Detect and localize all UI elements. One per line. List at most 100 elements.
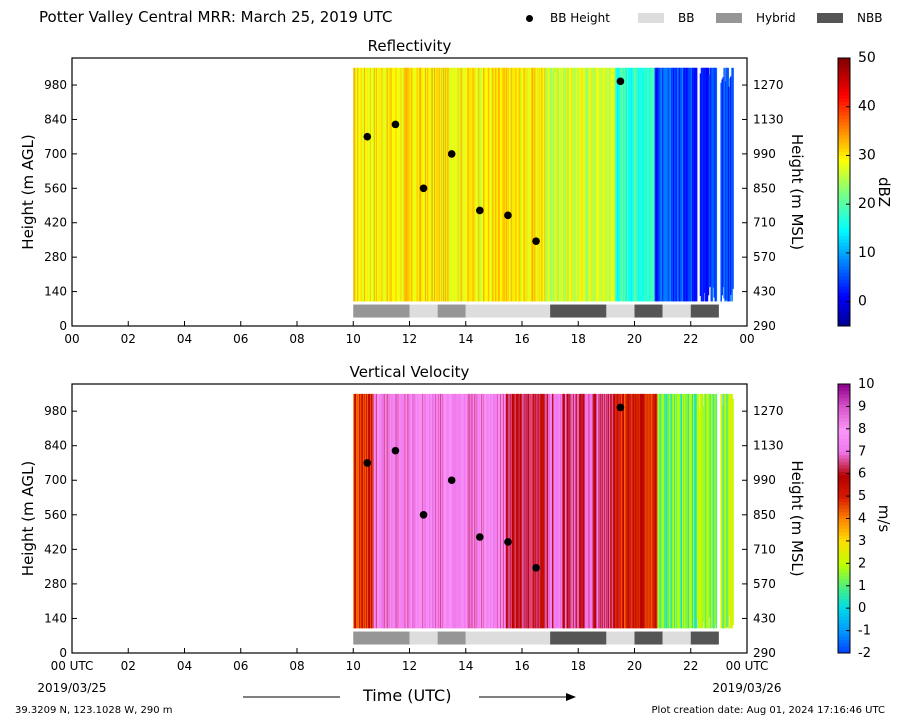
colorbar-segment bbox=[838, 602, 850, 607]
heatmap-strip bbox=[649, 393, 652, 629]
heatmap-strip bbox=[550, 393, 552, 629]
heatmap-strip bbox=[614, 393, 616, 629]
heatmap-strip bbox=[450, 67, 453, 302]
colorbar-segment bbox=[838, 171, 850, 176]
heatmap-strip bbox=[405, 393, 407, 629]
colorbar-tick-label: 50 bbox=[858, 50, 876, 66]
heatmap-strip bbox=[374, 67, 377, 302]
y-tick-label-right: 1270 bbox=[753, 404, 784, 418]
colorbar-segment bbox=[838, 616, 850, 620]
heatmap-strip bbox=[404, 67, 407, 302]
heatmap-strip bbox=[426, 393, 428, 629]
heatmap-strip bbox=[593, 393, 596, 629]
colorbar-segment bbox=[838, 84, 850, 89]
heatmap-strip bbox=[575, 393, 578, 629]
heatmap-strip bbox=[726, 393, 728, 627]
heatmap-strip bbox=[433, 393, 436, 629]
heatmap-strip bbox=[501, 67, 504, 302]
heatmap-strip bbox=[611, 67, 613, 302]
heatmap-strip bbox=[408, 393, 410, 629]
colorbar-segment bbox=[838, 128, 850, 133]
heatmap-strip bbox=[442, 393, 445, 629]
colorbar-segment bbox=[838, 292, 850, 297]
heatmap-strip bbox=[497, 67, 500, 302]
heatmap-strip bbox=[364, 67, 366, 302]
heatmap-strip bbox=[585, 67, 588, 302]
x-tick-label: 10 bbox=[346, 659, 361, 673]
colorbar-segment bbox=[838, 195, 850, 200]
colorbar-segment bbox=[838, 141, 850, 146]
heatmap-strip bbox=[367, 393, 369, 629]
panel-vertical-velocity: Vertical Velocity01402804205607008409802… bbox=[19, 363, 893, 695]
colorbar-segment bbox=[838, 498, 850, 503]
heatmap-strip bbox=[402, 67, 405, 302]
y-tick-label-right: 430 bbox=[753, 611, 776, 625]
heatmap-strip bbox=[685, 67, 688, 302]
heatmap-strip bbox=[588, 393, 591, 629]
heatmap-strip bbox=[469, 67, 471, 302]
heatmap-strip bbox=[553, 67, 555, 302]
heatmap-strip bbox=[572, 393, 575, 629]
heatmap-strip bbox=[516, 67, 519, 302]
heatmap-strip bbox=[608, 393, 610, 629]
heatmap-strip bbox=[355, 393, 357, 629]
heatmap-strip bbox=[368, 67, 370, 302]
colorbar-segment bbox=[838, 626, 850, 630]
x-tick-label: 04 bbox=[177, 659, 192, 673]
heatmap-strip bbox=[479, 67, 481, 302]
heatmap-strip bbox=[687, 393, 690, 629]
heatmap-strip bbox=[472, 67, 474, 302]
heatmap-strip bbox=[482, 393, 484, 629]
colorbar-frame bbox=[837, 57, 851, 327]
heatmap-strip bbox=[638, 67, 641, 302]
colorbar-segment bbox=[838, 165, 850, 170]
heatmap-strip bbox=[502, 67, 505, 302]
classification-bands bbox=[353, 631, 719, 645]
heatmap-strip bbox=[412, 67, 414, 302]
heatmap-strip bbox=[654, 393, 657, 629]
heatmap-strip bbox=[650, 393, 653, 629]
heatmap-strip bbox=[651, 393, 654, 629]
heatmap-strip bbox=[482, 67, 484, 302]
heatmap-strip bbox=[469, 393, 471, 629]
y-tick-label: 700 bbox=[44, 473, 67, 487]
heatmap-strip bbox=[481, 393, 483, 629]
heatmap-strip bbox=[610, 393, 612, 629]
heatmap-strip bbox=[694, 67, 697, 302]
colorbar-segment bbox=[838, 394, 850, 398]
y-tick-label-right: 570 bbox=[753, 577, 776, 591]
heatmap-strip bbox=[458, 67, 461, 302]
heatmap-strip bbox=[511, 67, 514, 302]
heatmap-strip bbox=[414, 67, 416, 302]
heatmap-strip bbox=[496, 393, 499, 629]
heatmap-strip bbox=[531, 67, 533, 302]
heatmap-strip bbox=[614, 67, 616, 302]
y-axis-title: Height (m AGL) bbox=[19, 134, 37, 249]
heatmap-strip bbox=[386, 67, 389, 302]
heatmap-strip bbox=[357, 393, 359, 629]
heatmap-strip bbox=[727, 67, 729, 302]
band-nbb bbox=[550, 631, 607, 645]
heatmap-strip bbox=[362, 67, 364, 302]
heatmap-strip bbox=[528, 67, 531, 302]
heatmap-strip bbox=[444, 393, 447, 629]
colorbar-segment bbox=[838, 285, 850, 290]
colorbar-segment bbox=[838, 501, 850, 506]
x-tick-label: 10 bbox=[346, 332, 361, 346]
heatmap-strip bbox=[600, 67, 602, 302]
heatmap-strip bbox=[676, 393, 678, 629]
heatmap-strip bbox=[483, 67, 485, 302]
heatmap-strip bbox=[658, 67, 660, 302]
heatmap-strip bbox=[480, 67, 482, 302]
heatmap-strip bbox=[460, 393, 463, 629]
heatmap-strip bbox=[646, 393, 649, 629]
band-hybrid bbox=[353, 304, 410, 318]
heatmap-strip bbox=[602, 67, 604, 302]
colorbar-label: m/s bbox=[875, 505, 893, 533]
colorbar-segment bbox=[838, 175, 850, 180]
heatmap-strip bbox=[640, 67, 643, 302]
heatmap-strip bbox=[663, 393, 665, 629]
heatmap-strip bbox=[443, 393, 446, 629]
heatmap-strip bbox=[603, 67, 605, 302]
